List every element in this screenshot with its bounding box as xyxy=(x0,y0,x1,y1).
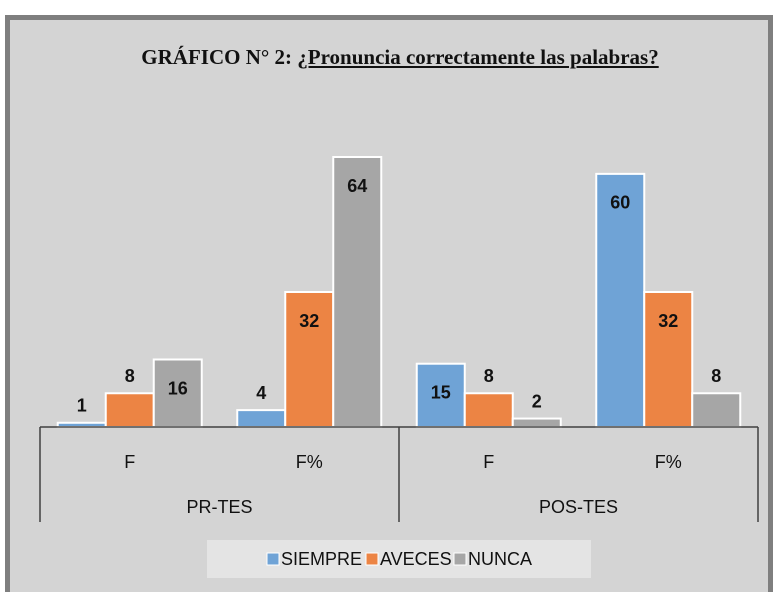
data-label: 2 xyxy=(532,391,542,411)
legend-label: AVECES xyxy=(380,549,452,569)
bar xyxy=(152,358,203,428)
x-tick-label: F% xyxy=(655,452,682,472)
group-label: POS-TES xyxy=(539,497,618,517)
legend-swatch xyxy=(266,552,280,566)
bar xyxy=(691,392,742,428)
data-label: 32 xyxy=(299,311,319,331)
bar xyxy=(415,362,466,428)
bar xyxy=(332,156,383,428)
bar xyxy=(236,409,287,428)
legend-swatch xyxy=(453,552,467,566)
bar xyxy=(463,392,514,428)
data-label: 4 xyxy=(256,383,266,403)
x-tick-label: F xyxy=(124,452,135,472)
legend-label: NUNCA xyxy=(468,549,532,569)
data-label: 1 xyxy=(77,396,87,416)
data-label: 8 xyxy=(711,366,721,386)
data-label: 32 xyxy=(658,311,678,331)
data-label: 16 xyxy=(168,378,188,398)
legend-swatch xyxy=(365,552,379,566)
title-prefix: GRÁFICO N° 2: xyxy=(141,45,293,69)
x-tick-label: F xyxy=(483,452,494,472)
group-label: PR-TES xyxy=(186,497,252,517)
data-label: 15 xyxy=(431,382,451,402)
data-label: 8 xyxy=(125,366,135,386)
data-label: 60 xyxy=(610,193,630,213)
title-question: ¿Pronuncia correctamente las palabras? xyxy=(297,45,659,69)
bar xyxy=(511,417,562,428)
legend-label: SIEMPRE xyxy=(281,549,362,569)
bar xyxy=(104,392,155,428)
chart-title: GRÁFICO N° 2: ¿Pronuncia correctamente l… xyxy=(120,42,680,72)
x-tick-label: F% xyxy=(296,452,323,472)
data-label: 64 xyxy=(347,176,367,196)
data-label: 8 xyxy=(484,366,494,386)
